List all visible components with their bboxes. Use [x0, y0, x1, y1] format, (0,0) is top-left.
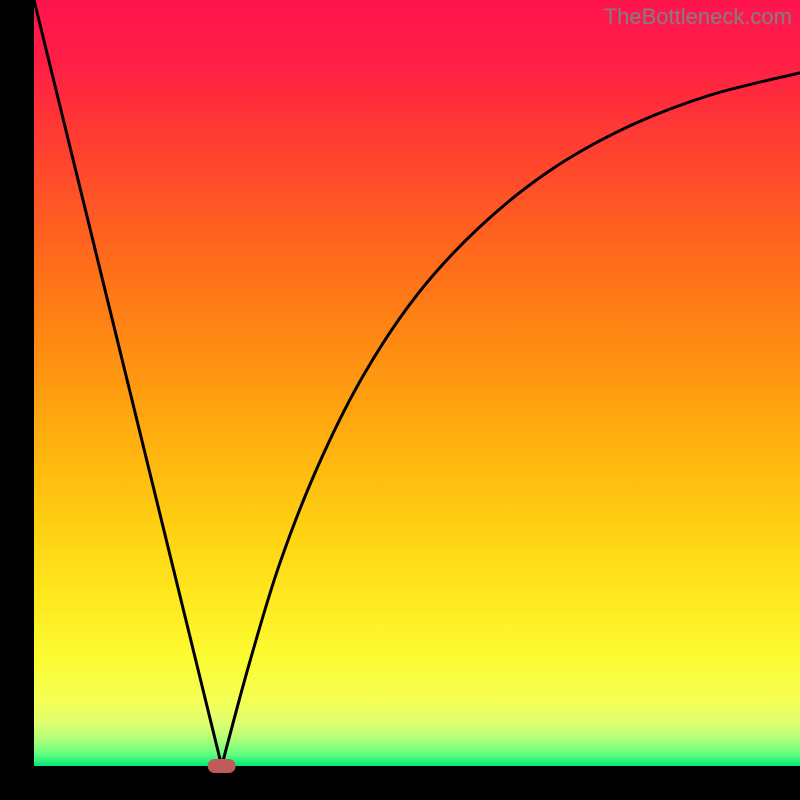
- chart-container: TheBottleneck.com: [0, 0, 800, 800]
- chart-border-left: [0, 0, 34, 800]
- chart-background: [34, 0, 800, 766]
- minimum-marker: [208, 759, 236, 773]
- chart-border-bottom: [0, 766, 800, 800]
- bottleneck-chart: [0, 0, 800, 800]
- watermark-text: TheBottleneck.com: [604, 4, 792, 30]
